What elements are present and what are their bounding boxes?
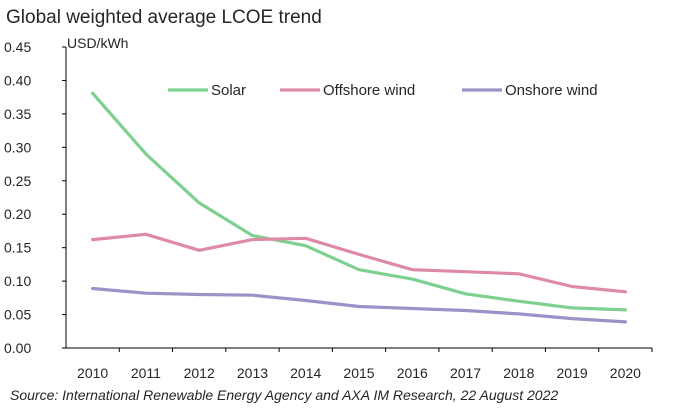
data-point-solar [304, 244, 307, 247]
data-point-solar [464, 292, 467, 296]
legend-label-offshore-wind: Offshore wind [323, 82, 415, 99]
data-point-onshore-wind [464, 309, 467, 312]
data-point-onshore-wind [624, 320, 627, 324]
data-point-onshore-wind [517, 312, 521, 316]
y-tick-label: 0.20 [4, 206, 31, 222]
series-line-offshore-wind [90, 232, 628, 294]
data-point-onshore-wind [357, 305, 361, 308]
y-tick-label: 0.35 [4, 106, 31, 122]
data-point-solar [624, 308, 627, 312]
series-line-solar [90, 91, 628, 312]
x-tick-label: 2020 [610, 365, 641, 381]
data-point-onshore-wind [144, 291, 148, 295]
y-tick-label: 0.30 [4, 139, 31, 155]
data-point-offshore-wind [570, 285, 574, 288]
legend-label-onshore-wind: Onshore wind [505, 82, 598, 99]
data-point-onshore-wind [304, 299, 307, 302]
y-tick-label: 0.45 [4, 39, 31, 55]
data-point-solar [197, 201, 201, 205]
data-point-offshore-wind [304, 237, 307, 240]
y-tick-label: 0.10 [4, 273, 31, 289]
x-tick-label: 2017 [450, 365, 481, 381]
x-tick-label: 2018 [503, 365, 534, 381]
x-tick-label: 2010 [77, 365, 108, 381]
y-tick-label: 0.15 [4, 240, 31, 256]
chart-title: Global weighted average LCOE trend [6, 7, 322, 28]
data-point-offshore-wind [144, 233, 148, 236]
source-note: Source: International Renewable Energy A… [10, 387, 558, 403]
data-point-solar [570, 306, 574, 310]
data-point-offshore-wind [357, 253, 361, 256]
data-point-offshore-wind [197, 249, 201, 252]
x-tick-label: 2019 [557, 365, 588, 381]
data-point-offshore-wind [251, 238, 254, 241]
legend-label-solar: Solar [211, 82, 246, 99]
legend: Solar Offshore wind Onshore wind [168, 82, 598, 99]
data-point-onshore-wind [251, 293, 254, 297]
data-point-offshore-wind [517, 272, 521, 275]
series-lines [90, 91, 628, 324]
data-point-onshore-wind [570, 317, 574, 320]
data-point-solar [144, 152, 148, 156]
y-tick-label: 0.05 [4, 307, 31, 323]
data-point-solar [411, 277, 414, 281]
y-tick-label: 0.25 [4, 173, 31, 189]
x-tick-label: 2012 [184, 365, 215, 381]
data-point-onshore-wind [411, 307, 414, 310]
y-tick-label: 0.40 [4, 72, 31, 88]
x-tick-label: 2013 [237, 365, 268, 381]
data-point-onshore-wind [197, 293, 201, 296]
axes [65, 47, 652, 349]
x-axis-ticks: 2010 2011 2012 2013 2014 2015 2016 2017 2018 2019… [77, 348, 653, 381]
data-point-solar [91, 91, 94, 95]
data-point-offshore-wind [411, 268, 414, 271]
y-axis-unit-label: USD/kWh [67, 35, 128, 51]
y-tick-label: 0.00 [4, 340, 31, 356]
x-tick-label: 2014 [290, 365, 321, 381]
x-tick-label: 2011 [131, 365, 161, 381]
x-tick-label: 2015 [343, 365, 374, 381]
y-axis-ticks: 0.00 0.05 0.10 0.15 0.20 0.25 0.30 0.35 0.40 0.45 [4, 39, 66, 356]
data-point-offshore-wind [91, 238, 94, 241]
data-point-offshore-wind [464, 270, 467, 273]
data-point-offshore-wind [624, 290, 627, 294]
data-point-onshore-wind [91, 287, 94, 290]
x-tick-label: 2016 [397, 365, 428, 381]
data-point-solar [251, 234, 254, 237]
data-point-solar [517, 299, 521, 303]
data-point-solar [357, 268, 361, 271]
